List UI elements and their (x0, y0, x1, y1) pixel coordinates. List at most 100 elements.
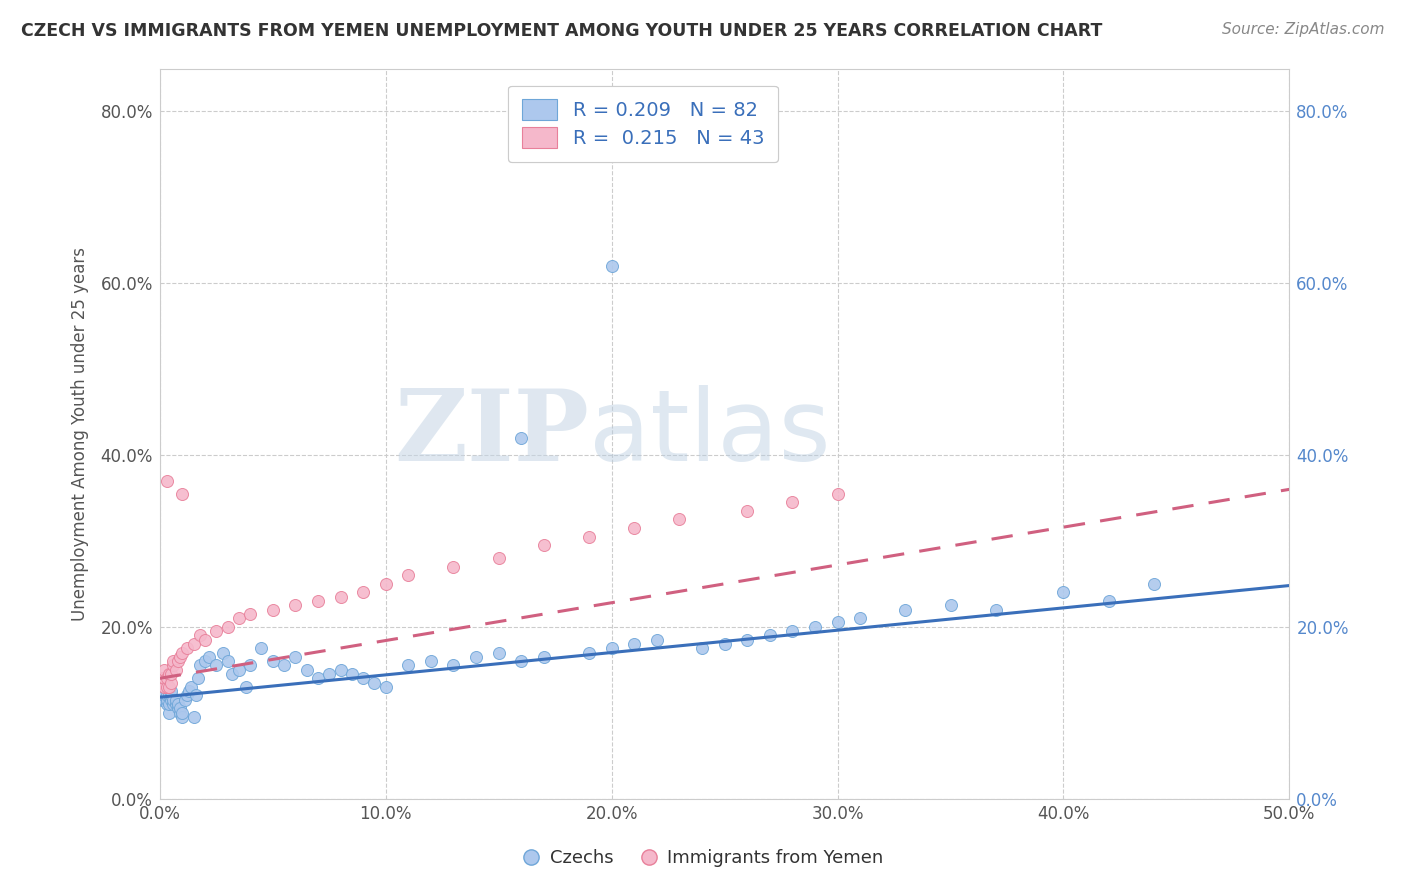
Legend: R = 0.209   N = 82, R =  0.215   N = 43: R = 0.209 N = 82, R = 0.215 N = 43 (509, 86, 778, 162)
Point (363, 675, 385, 690)
Text: Source: ZipAtlas.com: Source: ZipAtlas.com (1222, 22, 1385, 37)
Point (162, 654, 184, 668)
Point (318, 667, 340, 681)
Point (180, 680, 202, 694)
Point (153, 680, 176, 694)
Point (217, 654, 239, 668)
Point (183, 637, 205, 651)
Point (645, 632, 668, 647)
Point (155, 692, 177, 706)
Point (690, 641, 713, 656)
Point (183, 710, 205, 724)
Point (160, 692, 183, 706)
Point (782, 495, 804, 509)
Point (849, 611, 872, 625)
Point (157, 680, 180, 694)
Point (443, 559, 465, 574)
Point (173, 692, 195, 706)
Point (153, 684, 176, 698)
Point (169, 649, 191, 664)
Point (155, 680, 177, 694)
Point (396, 568, 419, 582)
Point (150, 680, 173, 694)
Point (1052, 585, 1074, 599)
Point (153, 692, 176, 706)
Point (167, 701, 190, 715)
Point (782, 624, 804, 638)
Point (176, 641, 198, 656)
Point (600, 259, 623, 273)
Point (488, 646, 510, 660)
Point (374, 577, 396, 591)
Point (352, 585, 374, 599)
Point (153, 663, 176, 677)
Point (217, 620, 239, 634)
Point (169, 701, 191, 715)
Point (239, 607, 262, 621)
Point (533, 538, 555, 552)
Point (150, 684, 173, 698)
Point (668, 512, 690, 526)
Point (179, 684, 201, 698)
Point (160, 689, 183, 703)
Point (578, 530, 600, 544)
Point (827, 615, 849, 630)
Point (160, 684, 183, 698)
Point (284, 599, 307, 613)
Point (153, 689, 176, 703)
Point (155, 474, 177, 488)
Point (162, 697, 184, 711)
Point (510, 431, 533, 445)
Point (150, 675, 173, 690)
Point (235, 680, 257, 694)
Point (262, 654, 284, 668)
Point (533, 649, 555, 664)
Point (153, 680, 176, 694)
Point (623, 521, 645, 535)
Point (488, 551, 510, 566)
Point (153, 671, 176, 685)
Point (465, 649, 488, 664)
Point (150, 692, 173, 706)
Point (190, 658, 212, 673)
Point (713, 637, 735, 651)
Point (194, 654, 217, 668)
Point (205, 658, 228, 673)
Point (1143, 577, 1166, 591)
Point (284, 649, 307, 664)
Point (1098, 594, 1121, 608)
Point (157, 697, 180, 711)
Text: CZECH VS IMMIGRANTS FROM YEMEN UNEMPLOYMENT AMONG YOUTH UNDER 25 YEARS CORRELATI: CZECH VS IMMIGRANTS FROM YEMEN UNEMPLOYM… (21, 22, 1102, 40)
Point (167, 697, 190, 711)
Point (600, 641, 623, 656)
Point (295, 663, 318, 677)
Point (165, 697, 187, 711)
Point (340, 667, 363, 681)
Point (273, 658, 295, 673)
Y-axis label: Unemployment Among Youth under 25 years: Unemployment Among Youth under 25 years (72, 246, 89, 621)
Point (228, 611, 250, 625)
Point (172, 486, 194, 500)
Point (374, 680, 396, 694)
Legend: Czechs, Immigrants from Yemen: Czechs, Immigrants from Yemen (515, 842, 891, 874)
Point (155, 671, 177, 685)
Point (172, 646, 194, 660)
Point (162, 658, 184, 673)
Point (205, 624, 228, 638)
Point (307, 671, 329, 685)
Point (194, 632, 217, 647)
Point (221, 667, 243, 681)
Point (155, 697, 177, 711)
Point (443, 658, 465, 673)
Point (939, 599, 962, 613)
Point (165, 692, 187, 706)
Point (160, 675, 183, 690)
Point (187, 671, 209, 685)
Point (262, 602, 284, 616)
Point (160, 667, 183, 681)
Point (396, 658, 419, 673)
Point (623, 637, 645, 651)
Point (155, 689, 177, 703)
Point (239, 658, 262, 673)
Point (735, 632, 758, 647)
